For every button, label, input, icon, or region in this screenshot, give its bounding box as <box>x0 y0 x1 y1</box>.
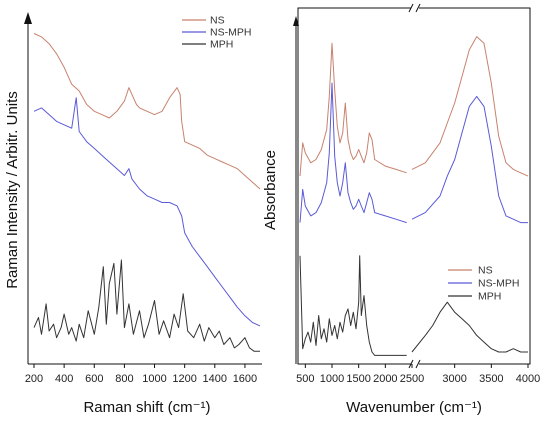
raman-x-tick-label: 1400 <box>203 373 227 385</box>
ftir-series <box>299 36 529 356</box>
ftir-series-mph-low <box>299 255 407 356</box>
ftir-legend-label-ns: NS <box>478 265 493 277</box>
ftir-axis-break <box>408 3 421 369</box>
raman-y-axis-title: Raman Intensity / Arbitr. Units <box>4 91 21 289</box>
ftir-series-ns-mph-low <box>299 82 407 224</box>
ftir-x-tick-label: 2500 <box>400 373 424 385</box>
raman-x-tick-label: 600 <box>85 373 103 385</box>
ftir-break-gap <box>411 361 419 367</box>
ftir-x-tick-label: 2000 <box>373 373 397 385</box>
ftir-x-tick-label: 3000 <box>442 373 466 385</box>
raman-x-tick-label: 1200 <box>172 373 196 385</box>
raman-chart: 200 400 600 800 1000 1200 1400 1600 Raman shift… <box>4 12 262 416</box>
raman-x-tick-label: 1000 <box>142 373 166 385</box>
raman-legend-label-mph: MPH <box>210 39 233 51</box>
raman-x-ticks: 200 400 600 800 1000 1200 1400 1600 <box>25 364 257 385</box>
raman-x-axis-title: Raman shift (cm⁻¹) <box>83 399 210 416</box>
ftir-series-ns-high <box>411 36 529 177</box>
ftir-break-slash <box>408 3 414 13</box>
ftir-x-tick-label: 500 <box>296 373 314 385</box>
ftir-break-slash <box>415 359 421 369</box>
ftir-x-tick-label: 3500 <box>479 373 503 385</box>
raman-x-tick-label: 400 <box>55 373 73 385</box>
ftir-y-axis-arrow <box>293 16 299 26</box>
ftir-series-ns-mph-high <box>411 95 528 224</box>
ftir-x-axis-title: Wavenumber (cm⁻¹) <box>346 399 482 416</box>
ftir-break-gap <box>411 5 419 11</box>
raman-x-tick-label: 200 <box>25 373 43 385</box>
ftir-series-mph-high <box>411 301 528 353</box>
ftir-x-tick-label: 1500 <box>346 373 370 385</box>
raman-x-tick-label: 1600 <box>233 373 257 385</box>
ftir-legend-label-mph: MPH <box>478 291 501 303</box>
raman-series-mph <box>33 259 260 352</box>
ftir-legend-label-ns-mph: NS-MPH <box>478 278 519 290</box>
ftir-break-slash <box>415 3 421 13</box>
ftir-x-tick-label: 4000 <box>516 373 540 385</box>
raman-series-ns <box>33 33 261 190</box>
ftir-x-ticks: 500 1000 1500 2000 2500 3000 3500 4000 <box>296 364 540 385</box>
raman-legend-label-ns: NS <box>210 15 225 27</box>
ftir-series-ns-low <box>299 42 407 177</box>
ftir-chart: 500 1000 1500 2000 2500 3000 3500 4000 Wavenumb… <box>262 3 540 416</box>
ftir-x-tick-label: 1000 <box>320 373 344 385</box>
raman-x-tick-label: 800 <box>115 373 133 385</box>
raman-series <box>33 33 261 352</box>
raman-y-axis-arrow <box>24 12 32 24</box>
ftir-y-axis-title: Absorbance <box>262 150 279 230</box>
raman-series-ns-mph <box>33 97 261 327</box>
raman-legend-label-ns-mph: NS-MPH <box>210 27 251 39</box>
ftir-break-slash <box>408 359 414 369</box>
